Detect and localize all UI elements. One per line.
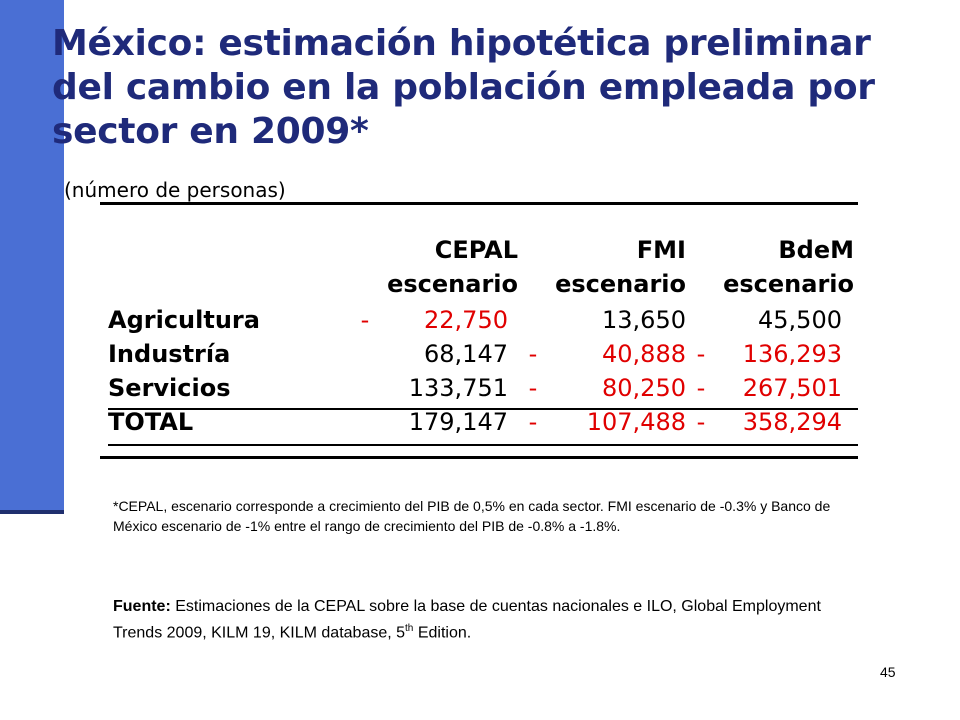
table-row: TOTAL 179,147-107,488-358,294 xyxy=(108,408,858,442)
total-bottom-rule xyxy=(108,444,858,446)
negative-sign: - xyxy=(528,408,538,436)
negative-sign: - xyxy=(696,340,706,368)
header-row-1: CEPAL FMI BdeM xyxy=(108,236,858,270)
table-row: Servicios 133,751-80,250-267,501 xyxy=(108,374,858,408)
source-tail: Edition. xyxy=(413,624,472,642)
negative-sign: - xyxy=(528,340,538,368)
total-top-rule xyxy=(108,408,858,410)
footnote: *CEPAL, escenario corresponde a crecimie… xyxy=(113,498,831,534)
header-fmi-sub: escenario xyxy=(555,270,686,298)
row-label: Industría xyxy=(108,340,231,368)
header-cepal-sub: escenario xyxy=(387,270,518,298)
cell-value: 267,501 xyxy=(742,374,842,402)
source-label: Fuente: xyxy=(113,598,171,615)
negative-sign: - xyxy=(360,306,370,334)
negative-sign: - xyxy=(696,408,706,436)
table-row: Agricultura - 22,750 13,650 45,500 xyxy=(108,306,858,340)
cell-value: 13,650 xyxy=(602,306,686,334)
cell-value: 358,294 xyxy=(742,408,842,436)
cell-value: 136,293 xyxy=(742,340,842,368)
cell-value: 133,751 xyxy=(408,374,508,402)
header-cepal: CEPAL xyxy=(434,236,518,264)
cell-value: 80,250 xyxy=(602,374,686,402)
accent-bar-underline xyxy=(0,510,64,514)
slide-subtitle: (número de personas) xyxy=(64,178,286,202)
table-body: Agricultura -22,750 13,650 45,500 Industría 6… xyxy=(108,304,858,440)
header-bdem-sub: escenario xyxy=(723,270,854,298)
table-bottom-rule xyxy=(100,456,858,459)
row-label: Agricultura xyxy=(108,306,260,334)
negative-sign: - xyxy=(696,374,706,402)
table-row: Industría 68,147-40,888-136,293 xyxy=(108,340,858,374)
negative-sign: - xyxy=(528,374,538,402)
header-fmi: FMI xyxy=(636,236,686,264)
header-row-2: escenario escenario escenario xyxy=(108,270,858,304)
cell-value: 45,500 xyxy=(758,306,842,334)
page-number: 45 xyxy=(880,664,896,680)
accent-bar xyxy=(0,0,64,512)
header-bdem: BdeM xyxy=(778,236,854,264)
cell-value: 68,147 xyxy=(424,340,508,368)
source-sup: th xyxy=(405,623,414,634)
table-top-rule xyxy=(100,202,858,205)
employment-table: CEPAL FMI BdeM escenario escenario escen… xyxy=(108,236,858,440)
cell-value: 107,488 xyxy=(586,408,686,436)
row-label: Servicios xyxy=(108,374,231,402)
cell-value: 22,750 xyxy=(424,306,508,334)
source-note: Fuente: Estimaciones de la CEPAL sobre l… xyxy=(113,596,873,644)
slide-title: México: estimación hipotética preliminar… xyxy=(52,23,875,152)
source-text: Estimaciones de la CEPAL sobre la base d… xyxy=(113,598,821,642)
cell-value: 179,147 xyxy=(408,408,508,436)
cell-value: 40,888 xyxy=(602,340,686,368)
row-label: TOTAL xyxy=(108,408,194,436)
